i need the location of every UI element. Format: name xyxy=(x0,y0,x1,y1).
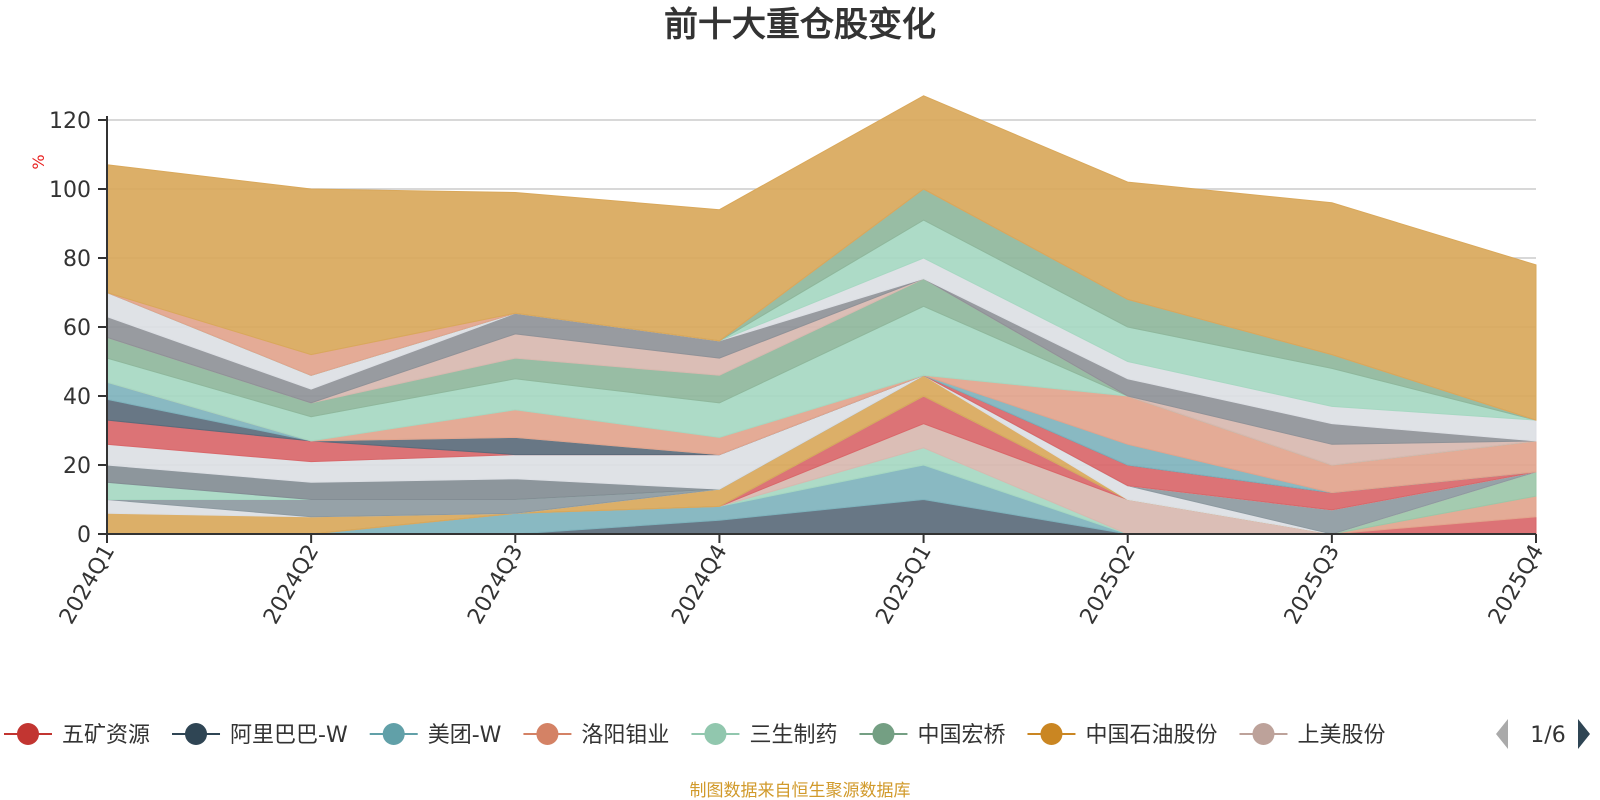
legend-next-page-icon[interactable] xyxy=(1578,719,1590,749)
y-tick-label: 40 xyxy=(63,385,91,410)
x-tick-label: 2025Q3 xyxy=(1280,541,1345,629)
legend-marker-icon xyxy=(382,723,405,745)
legend-item[interactable]: 中国石油股份 xyxy=(1027,723,1217,748)
y-axis-unit: % xyxy=(29,154,48,169)
x-tick-label: 2024Q4 xyxy=(667,541,732,629)
x-tick-label: 2024Q1 xyxy=(55,541,120,629)
legend-marker-icon xyxy=(185,723,208,745)
y-tick-label: 80 xyxy=(63,247,91,272)
legend-item[interactable]: 美团-W xyxy=(369,723,502,748)
x-tick-label: 2024Q3 xyxy=(463,541,528,629)
stacked-areas xyxy=(106,95,1537,535)
legend-item[interactable]: 洛阳钼业 xyxy=(523,723,669,748)
legend[interactable]: 五矿资源 阿里巴巴-W 美团-W 洛阳钼业 三生制药 中国宏桥 中国石油股份 上美股份 1/6 xyxy=(4,719,1590,749)
y-tick-label: 0 xyxy=(77,523,91,548)
x-tick-label: 2025Q4 xyxy=(1484,541,1549,629)
area-series-25 xyxy=(106,95,1537,421)
legend-item[interactable]: 上美股份 xyxy=(1239,723,1386,748)
legend-label: 三生制药 xyxy=(749,723,837,748)
x-tick-label: 2024Q2 xyxy=(259,541,324,629)
legend-item[interactable]: 中国宏桥 xyxy=(859,723,1005,748)
legend-marker-icon xyxy=(1040,723,1063,745)
legend-label: 中国石油股份 xyxy=(1085,723,1217,748)
y-tick-label: 120 xyxy=(49,109,91,134)
legend-label: 上美股份 xyxy=(1297,723,1385,748)
x-tick-label: 2025Q2 xyxy=(1076,541,1141,629)
legend-label: 美团-W xyxy=(428,723,502,748)
legend-label: 洛阳钼业 xyxy=(581,723,669,748)
legend-marker-icon xyxy=(704,723,727,745)
legend-marker-icon xyxy=(536,723,559,745)
legend-marker-icon xyxy=(872,723,895,745)
legend-item[interactable]: 五矿资源 xyxy=(4,723,150,748)
y-tick-label: 20 xyxy=(63,454,91,479)
y-tick-label: 60 xyxy=(63,316,91,341)
legend-prev-page-icon[interactable] xyxy=(1496,719,1508,749)
x-tick-label: 2025Q1 xyxy=(871,541,936,629)
legend-item[interactable]: 阿里巴巴-W xyxy=(172,723,348,748)
y-tick-label: 100 xyxy=(49,178,91,203)
legend-label: 五矿资源 xyxy=(62,723,150,748)
legend-label: 阿里巴巴-W xyxy=(230,723,348,748)
legend-label: 中国宏桥 xyxy=(917,723,1005,748)
legend-marker-icon xyxy=(17,723,39,745)
legend-page-indicator: 1/6 xyxy=(1530,723,1565,748)
chart-title: 前十大重仓股变化 xyxy=(664,5,936,45)
legend-marker-icon xyxy=(1252,723,1275,745)
legend-item[interactable]: 三生制药 xyxy=(691,723,837,748)
data-source-note: 制图数据来自恒生聚源数据库 xyxy=(690,781,911,800)
